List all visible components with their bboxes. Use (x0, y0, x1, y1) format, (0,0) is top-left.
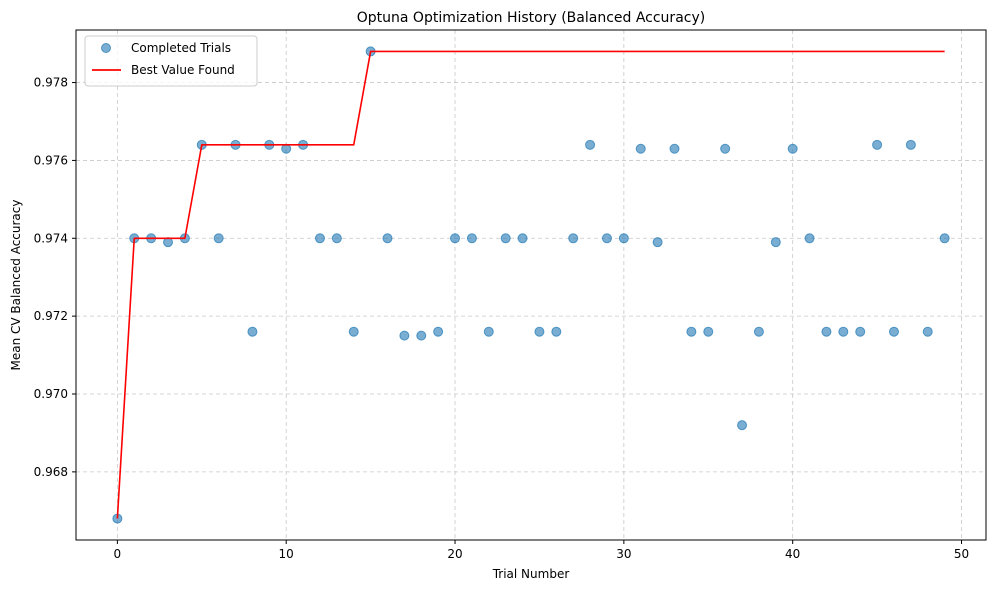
trial-point (635, 143, 646, 154)
legend: Completed Trials Best Value Found (84, 35, 258, 87)
x-axis-label: Trial Number (492, 567, 570, 581)
x-tick-label: 0 (114, 547, 122, 561)
x-tick-label: 30 (616, 547, 631, 561)
trial-point (483, 326, 494, 337)
trial-point (585, 139, 596, 150)
trial-point (720, 143, 731, 154)
trial-point (568, 233, 579, 244)
trial-point (939, 233, 950, 244)
series (112, 46, 950, 524)
trial-point (517, 233, 528, 244)
trial-point (551, 326, 562, 337)
trial-point (331, 233, 342, 244)
legend-label-best-value: Best Value Found (131, 63, 235, 77)
trial-point (466, 233, 477, 244)
trial-point (314, 233, 325, 244)
trial-point (855, 326, 866, 337)
best-value-line (116, 50, 945, 519)
trial-point (348, 326, 359, 337)
trial-point (433, 326, 444, 337)
trial-point (618, 233, 629, 244)
trial-point (888, 326, 899, 337)
y-tick-label: 0.978 (34, 76, 68, 90)
trial-point (416, 330, 427, 341)
trial-point (703, 326, 714, 337)
trial-point (399, 330, 410, 341)
y-axis-label: Mean CV Balanced Accuracy (9, 200, 23, 371)
x-tick-label: 40 (785, 547, 800, 561)
trial-point (669, 143, 680, 154)
trial-point (652, 237, 663, 248)
trial-point (247, 326, 258, 337)
trial-point (601, 233, 612, 244)
trial-point (804, 233, 815, 244)
trial-point (905, 139, 916, 150)
plot-area (76, 30, 986, 540)
x-tick-label: 20 (447, 547, 462, 561)
trial-point (821, 326, 832, 337)
y-tick-label: 0.974 (34, 231, 68, 245)
legend-label-completed-trials: Completed Trials (131, 41, 231, 55)
y-tick-label: 0.970 (34, 387, 68, 401)
trial-point (534, 326, 545, 337)
trial-point (872, 139, 883, 150)
legend-box (84, 35, 258, 87)
y-tick-label: 0.972 (34, 309, 68, 323)
trial-point (753, 326, 764, 337)
x-tick-label: 50 (954, 547, 969, 561)
legend-marker-completed-trials (101, 43, 111, 53)
trial-point (213, 233, 224, 244)
trial-point (450, 233, 461, 244)
trial-point (787, 143, 798, 154)
y-tick-label: 0.968 (34, 465, 68, 479)
trial-point (922, 326, 933, 337)
plot-frame (75, 29, 987, 541)
grid (76, 30, 986, 540)
trial-point (770, 237, 781, 248)
y-tick-label: 0.976 (34, 153, 68, 167)
trial-point (500, 233, 511, 244)
trial-point (686, 326, 697, 337)
trial-point (838, 326, 849, 337)
x-tick-label: 10 (279, 547, 294, 561)
trial-point (382, 233, 393, 244)
axis-ticks: 0 10 20 30 40 50 0.968 0.970 0.972 0.974 0.976 0.97… (34, 76, 970, 561)
trial-point (737, 420, 748, 431)
chart-title: Optuna Optimization History (Balanced Ac… (357, 10, 705, 26)
